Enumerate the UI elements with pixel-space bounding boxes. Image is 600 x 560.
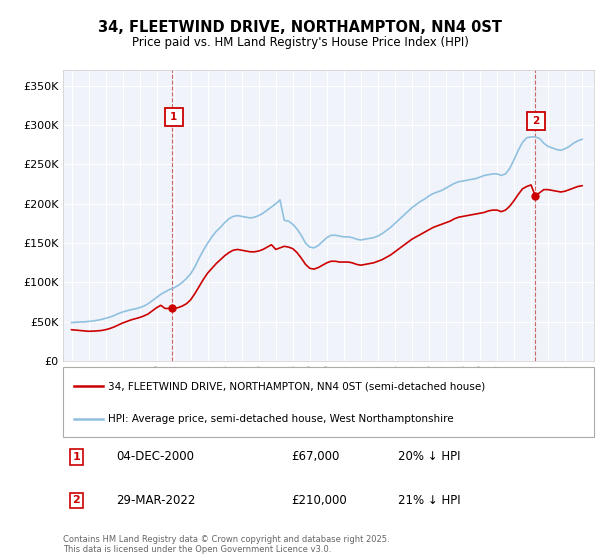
Text: HPI: Average price, semi-detached house, West Northamptonshire: HPI: Average price, semi-detached house,…	[108, 414, 454, 424]
Text: 04-DEC-2000: 04-DEC-2000	[116, 450, 194, 464]
Text: £67,000: £67,000	[292, 450, 340, 464]
Text: 1: 1	[73, 452, 80, 462]
Text: 34, FLEETWIND DRIVE, NORTHAMPTON, NN4 0ST (semi-detached house): 34, FLEETWIND DRIVE, NORTHAMPTON, NN4 0S…	[108, 381, 485, 391]
Text: 29-MAR-2022: 29-MAR-2022	[116, 494, 196, 507]
FancyBboxPatch shape	[63, 367, 594, 437]
Text: 21% ↓ HPI: 21% ↓ HPI	[398, 494, 460, 507]
Text: £210,000: £210,000	[292, 494, 347, 507]
Text: 2: 2	[73, 496, 80, 505]
Text: Contains HM Land Registry data © Crown copyright and database right 2025.
This d: Contains HM Land Registry data © Crown c…	[63, 535, 389, 554]
Text: Price paid vs. HM Land Registry's House Price Index (HPI): Price paid vs. HM Land Registry's House …	[131, 36, 469, 49]
Text: 20% ↓ HPI: 20% ↓ HPI	[398, 450, 460, 464]
Text: 2: 2	[533, 116, 540, 126]
Text: 34, FLEETWIND DRIVE, NORTHAMPTON, NN4 0ST: 34, FLEETWIND DRIVE, NORTHAMPTON, NN4 0S…	[98, 20, 502, 35]
Text: 1: 1	[170, 112, 177, 122]
